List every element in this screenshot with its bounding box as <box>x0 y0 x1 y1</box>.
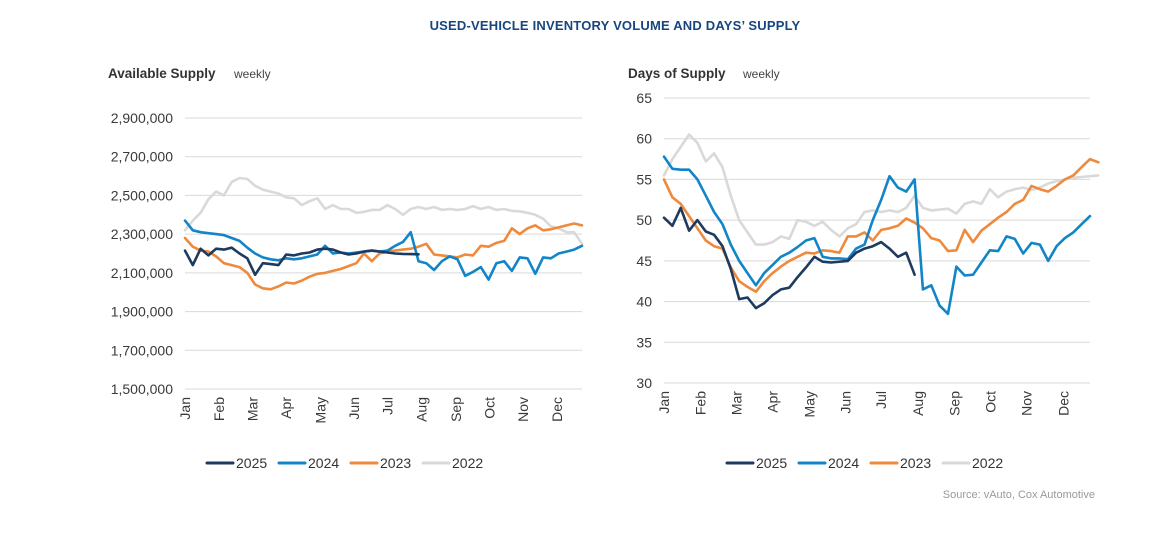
available-supply-chart: Available Supply weekly 1,500,000 1,700,000… <box>108 66 584 471</box>
supply-legend-label-2024: 2024 <box>308 455 339 471</box>
main-title: USED-VEHICLE INVENTORY VOLUME AND DAYS’ … <box>429 18 801 33</box>
days-xtick-label: Apr <box>765 391 781 413</box>
supply-xtick-label: Oct <box>481 397 497 419</box>
days-ytick-label: 55 <box>636 171 652 187</box>
days-series-2022-line <box>662 133 1100 246</box>
days-xtick-label: Aug <box>910 391 926 416</box>
days-legend-label-2024: 2024 <box>828 455 859 471</box>
days-series-2023-line <box>662 157 1100 294</box>
supply-series-2025-line <box>183 246 420 277</box>
supply-xtick-label: Apr <box>278 397 294 419</box>
days-xtick-label: Nov <box>1019 391 1035 416</box>
supply-ytick-label: 1,900,000 <box>111 304 173 320</box>
source-note: Source: vAuto, Cox Automotive <box>942 489 1095 501</box>
days-ytick-label: 30 <box>636 375 652 391</box>
supply-ytick-label: 2,900,000 <box>111 110 173 126</box>
days-xtick-label: Oct <box>983 391 999 413</box>
days-xtick-label: Mar <box>729 391 745 415</box>
supply-xtick-label: Dec <box>549 397 565 422</box>
supply-ytick-label: 2,500,000 <box>111 187 173 203</box>
days-panel-title: Days of Supply <box>628 66 726 81</box>
supply-ytick-label: 2,300,000 <box>111 226 173 242</box>
supply-ytick-label: 2,100,000 <box>111 265 173 281</box>
days-xtick-label: May <box>801 391 817 417</box>
supply-xtick-label: Mar <box>245 397 261 421</box>
supply-xtick-label: Feb <box>211 397 227 421</box>
supply-xtick-label: May <box>312 397 328 423</box>
days-ytick-label: 40 <box>636 294 652 310</box>
days-xtick-label: Jun <box>837 391 853 414</box>
days-xtick-label: Jan <box>656 391 672 414</box>
supply-legend-label-2025: 2025 <box>236 455 267 471</box>
supply-series-2022-line <box>183 176 584 246</box>
days-legend-label-2022: 2022 <box>972 455 1003 471</box>
days-xtick-label: Jul <box>873 391 889 409</box>
days-xtick-label: Sep <box>947 391 963 416</box>
days-ytick-label: 45 <box>636 253 652 269</box>
supply-xtick-label: Aug <box>414 397 430 422</box>
days-series-2024-line <box>662 155 1092 316</box>
supply-xtick-label: Jul <box>379 397 395 415</box>
supply-xtick-label: Nov <box>515 397 531 422</box>
days-ytick-label: 60 <box>636 131 652 147</box>
days-xtick-label: Feb <box>692 391 708 415</box>
supply-xtick-label: Sep <box>448 397 464 422</box>
days-legend-label-2023: 2023 <box>900 455 931 471</box>
supply-ytick-label: 1,500,000 <box>111 381 173 397</box>
supply-legend-label-2023: 2023 <box>380 455 411 471</box>
supply-ytick-label: 1,700,000 <box>111 342 173 358</box>
days-ytick-label: 35 <box>636 334 652 350</box>
supply-panel-subtitle: weekly <box>233 67 271 81</box>
days-ytick-label: 50 <box>636 212 652 228</box>
supply-ytick-label: 2,700,000 <box>111 149 173 165</box>
supply-xtick-label: Jan <box>177 397 193 420</box>
days-panel-subtitle: weekly <box>742 67 780 81</box>
days-series-2025-line <box>662 206 916 310</box>
days-legend-label-2025: 2025 <box>756 455 787 471</box>
supply-panel-title: Available Supply <box>108 66 216 81</box>
supply-legend-label-2022: 2022 <box>452 455 483 471</box>
days-xtick-label: Dec <box>1055 391 1071 416</box>
supply-xtick-label: Jun <box>346 397 362 420</box>
days-ytick-label: 65 <box>636 90 652 106</box>
